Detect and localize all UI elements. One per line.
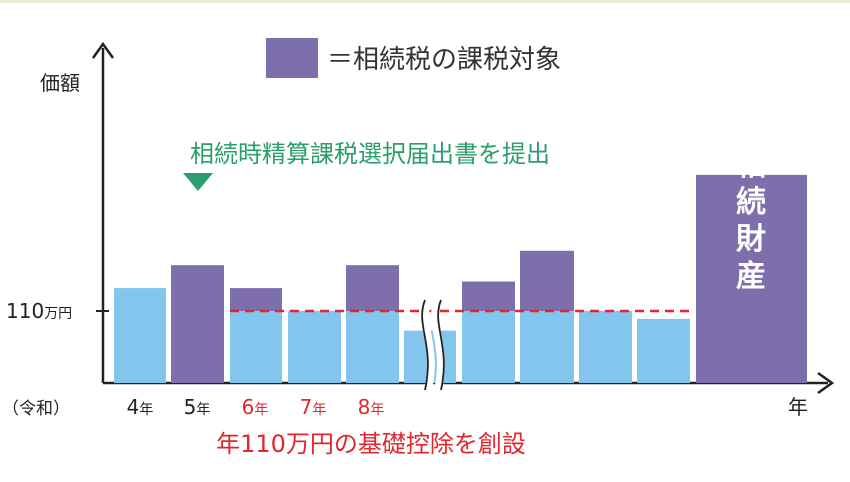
bar-segment-non-taxable: [346, 311, 399, 383]
x-tick-labels: 4年 5年 6年 7年 8年: [127, 395, 385, 419]
y-tick-number: 110: [6, 299, 44, 323]
y-axis-arrow: [91, 41, 115, 59]
bar-segment-non-taxable: [462, 311, 515, 383]
bar-segment-taxable: [520, 250, 574, 311]
top-divider: [0, 0, 850, 3]
axis-break-mark: [421, 298, 445, 391]
bars-group: [114, 174, 807, 383]
bar-segment-non-taxable: [288, 311, 341, 383]
x-axis-label: 年: [788, 395, 808, 419]
bar-segment-non-taxable: [637, 318, 690, 383]
y-tick-label: 110万円: [6, 299, 72, 323]
x-axis-arrow: [817, 371, 835, 395]
x-tick-label: 6年: [242, 395, 269, 419]
annotation-bottom: 年110万円の基礎控除を創設: [216, 430, 526, 458]
legend-label: ＝相続税の課税対象: [327, 45, 561, 75]
bar-segment-taxable: [171, 265, 224, 383]
final-bar-label-char-4: 産: [736, 259, 766, 294]
x-tick-label: 7年: [300, 395, 327, 419]
bar-segment-non-taxable: [520, 311, 574, 383]
annotation-top: 相続時精算課税選択届出書を提出: [190, 140, 550, 168]
legend-swatch-taxable: [266, 38, 318, 78]
annotation-triangle-marker: [183, 173, 213, 191]
final-bar-label-char-2: 続: [736, 185, 766, 220]
bar-segment-taxable: [230, 288, 282, 311]
y-axis-label: 価額: [40, 71, 80, 95]
x-tick-label: 5年: [184, 395, 211, 419]
bar-segment-taxable: [346, 265, 399, 311]
final-bar-label: 相 続 財 産: [736, 148, 766, 294]
final-bar-label-char-3: 財: [736, 222, 766, 257]
bar-segment-non-taxable: [114, 288, 166, 383]
bar-segment-taxable: [462, 281, 515, 311]
bar-segment-taxable: [696, 174, 807, 383]
y-tick-unit: 万円: [44, 306, 72, 322]
x-tick-label: 8年: [358, 395, 385, 419]
bar-segment-non-taxable: [579, 311, 632, 383]
bar-segment-non-taxable: [230, 311, 282, 383]
final-bar-label-char-1: 相: [736, 148, 766, 183]
era-label: （令和）: [2, 399, 70, 419]
x-tick-label: 4年: [127, 395, 154, 419]
